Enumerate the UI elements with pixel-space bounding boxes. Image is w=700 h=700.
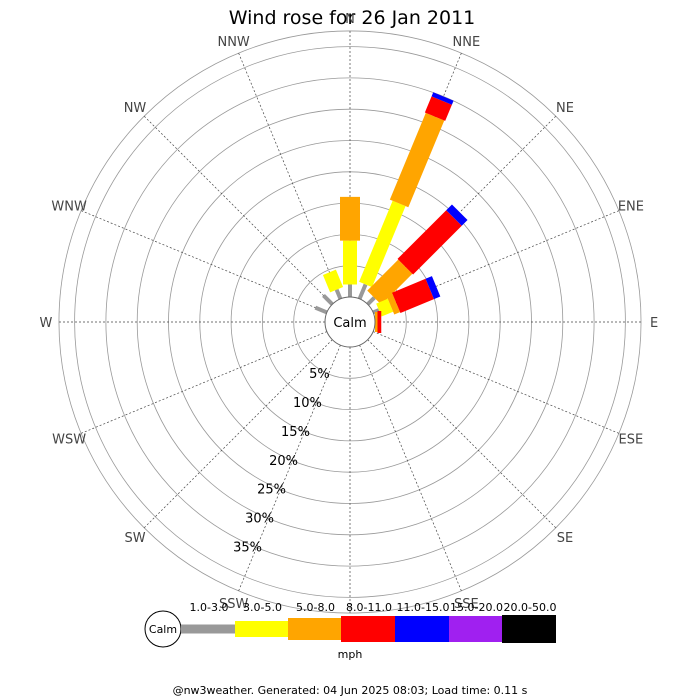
ring-label: 30% [245,512,274,527]
legend-bin-label: 8.0-11.0 [346,601,392,614]
calm-center: Calm [324,296,376,348]
bar-nnw-1.0-3.0 [334,288,343,300]
grid-spoke [143,339,333,529]
grid-ring [105,77,595,567]
ring-label: 10% [293,396,322,411]
grid-spoke [367,339,557,529]
chart-title: Wind rose for 26 Jan 2011 [229,7,476,29]
legend-bin-label: 15.0-20.0 [450,601,503,614]
legend-calm-label: Calm [149,623,177,636]
legend-swatch [395,616,449,642]
legend-swatch [341,616,395,642]
legend-swatch [288,618,341,640]
bar-ene-3.0-5.0 [376,298,394,317]
grid-spoke [238,52,341,300]
grid-spoke [80,210,328,313]
ring-label: 20% [269,454,298,469]
bar-nnw-3.0-5.0 [322,269,344,293]
ring-label: 5% [309,367,330,382]
bar-ne-11.0-15.0 [446,204,468,226]
direction-label-ne: NE [556,101,574,116]
direction-label-wsw: WSW [52,432,86,447]
direction-label-ene: ENE [618,200,644,215]
bar-ene-8.0-11.0 [392,278,434,314]
grid-spoke [143,115,333,305]
legend-swatch [181,624,235,634]
grid-spoke [238,344,341,592]
direction-label-e: E [650,316,658,331]
bar-ne-1.0-3.0 [366,296,376,306]
ring-label: 25% [257,483,286,498]
legend-swatch [235,621,288,637]
bar-nne-11.0-15.0 [431,92,454,105]
grid-ring-outer [58,30,642,614]
direction-label-ssw: SSW [219,597,249,612]
legend-swatch [449,616,502,642]
direction-label-n: N [345,12,355,27]
calm-label: Calm [333,316,366,331]
direction-label-w: W [40,316,53,331]
bar-ene-1.0-3.0 [372,308,380,315]
grid-spoke [80,331,328,434]
bar-ene-5.0-8.0 [386,293,401,315]
grid-spoke [359,344,462,592]
direction-label-wnw: WNW [51,200,87,215]
speed-legend: Calm 1.0-3.0 3.0-5.0 5.0-8.0 8.0-11.0 11.0-15… [144,601,557,661]
bar-nw-1.0-3.0 [322,294,334,306]
legend-bin-label: 1.0-3.0 [190,601,229,614]
bar-ene-11.0-15.0 [425,276,441,300]
grid-ring [74,46,626,598]
bar-ne-8.0-11.0 [397,210,462,275]
grid-spoke [372,331,620,434]
bar-wnw-1.0-3.0 [314,305,328,315]
calm-circle [324,296,376,348]
ring-labels: 5% 10% 15% 20% 25% 30% 35% [233,367,330,556]
legend-bin-label: 11.0-15.0 [397,601,450,614]
bar-ne-5.0-8.0 [367,259,413,305]
bar-nne-3.0-5.0 [359,200,406,288]
direction-label-ese: ESE [619,432,644,447]
direction-label-nnw: NNW [217,35,249,50]
bar-nne-5.0-8.0 [389,112,445,208]
direction-label-sse: SSE [454,597,479,612]
ring-label: 15% [281,425,310,440]
legend-bin-label: 3.0-5.0 [243,601,282,614]
grid-ring [136,108,564,536]
direction-label-sw: SW [124,531,145,546]
bar-nne-1.0-3.0 [357,283,368,300]
direction-label-nne: NNE [453,35,481,50]
direction-label-se: SE [557,531,573,546]
bar-nne-8.0-11.0 [424,96,452,121]
legend-bin-label: 5.0-8.0 [296,601,335,614]
direction-labels: NNNENEENEEESESESSESSSWSWWSWWWNWNWNNW [40,12,659,635]
legend-swatch [502,615,556,643]
direction-label-nw: NW [124,101,147,116]
ring-label: 35% [233,541,262,556]
legend-unit-label: mph [338,648,363,661]
footer-text: @nw3weather. Generated: 04 Jun 2025 08:0… [173,684,528,697]
legend-bin-label: 20.0-50.0 [504,601,557,614]
